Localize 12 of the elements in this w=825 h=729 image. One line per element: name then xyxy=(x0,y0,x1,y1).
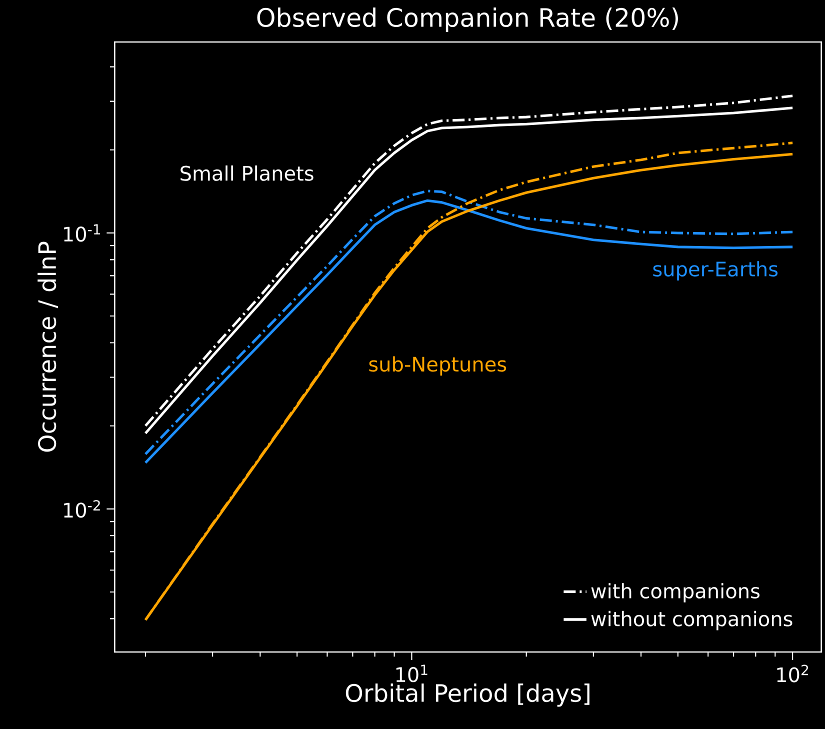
legend-label: with companions xyxy=(591,583,760,602)
annotation: sub-Neptunes xyxy=(369,356,506,376)
y-axis-title: Occurrence / dlnP xyxy=(38,242,58,452)
x-axis-title: Orbital Period [days] xyxy=(346,684,590,707)
y-tick-label: 10$^{-2}$ xyxy=(64,500,100,518)
annotation: super-Earths xyxy=(653,261,778,280)
chart-title: Observed Companion Rate (20%) xyxy=(257,7,678,32)
y-tick-label: 10$^{-1}$ xyxy=(64,224,100,242)
annotation: Small Planets xyxy=(180,165,314,181)
x-tick-label: 10$^{1}$ xyxy=(396,664,428,682)
x-tick-label: 10$^{2}$ xyxy=(777,664,808,682)
legend-label: without companions xyxy=(591,610,792,630)
